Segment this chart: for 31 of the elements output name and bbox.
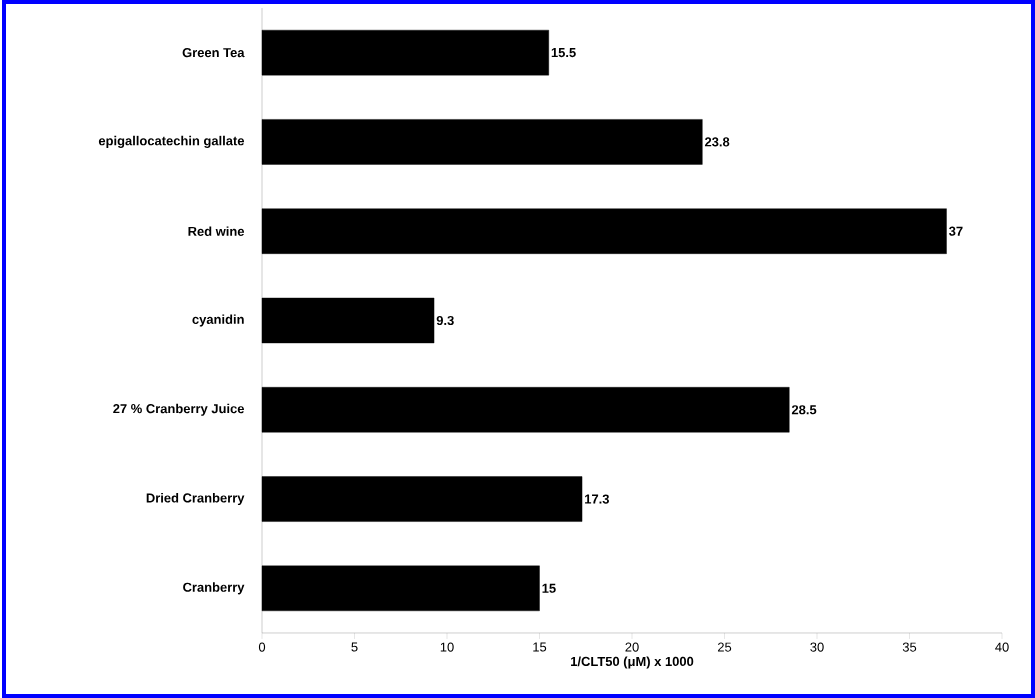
x-tick-label: 20 — [625, 642, 639, 652]
y-tick-label: 27 % Cranberry Juice — [113, 403, 245, 416]
data-label: 9.3 — [436, 315, 454, 326]
x-tick-label: 35 — [902, 642, 917, 652]
data-label: 37 — [949, 226, 963, 236]
y-tick-label: cyanidin — [192, 314, 244, 327]
x-tick-label: 10 — [440, 642, 454, 652]
x-tick-label: 30 — [810, 642, 824, 652]
data-label: 23.8 — [704, 137, 730, 147]
x-tick-label: 25 — [717, 642, 732, 652]
bar — [261, 297, 435, 344]
bar — [261, 208, 947, 254]
x-tick-label: 5 — [351, 642, 358, 652]
y-tick-label: Dried Cranberry — [146, 493, 245, 506]
data-label: 15.5 — [551, 48, 576, 58]
y-tick-label: Green Tea — [182, 48, 245, 58]
bar — [261, 565, 540, 612]
data-label: 28.5 — [791, 405, 817, 415]
y-tick-label: Cranberry — [183, 582, 245, 595]
bar — [261, 387, 790, 433]
bar — [261, 476, 583, 522]
x-axis-title: 1/CLT50 (μM) x 1000 — [571, 656, 694, 669]
x-tick-label: 40 — [995, 642, 1009, 652]
y-tick-label: epigallocatechin gallate — [98, 135, 245, 148]
x-tick-label: 15 — [533, 642, 547, 652]
data-label: 17.3 — [585, 494, 609, 504]
bar — [261, 29, 549, 76]
y-tick-label: Red wine — [188, 226, 245, 236]
bar — [261, 119, 703, 165]
data-label: 15 — [542, 583, 556, 593]
x-tick-label: 0 — [258, 642, 266, 652]
